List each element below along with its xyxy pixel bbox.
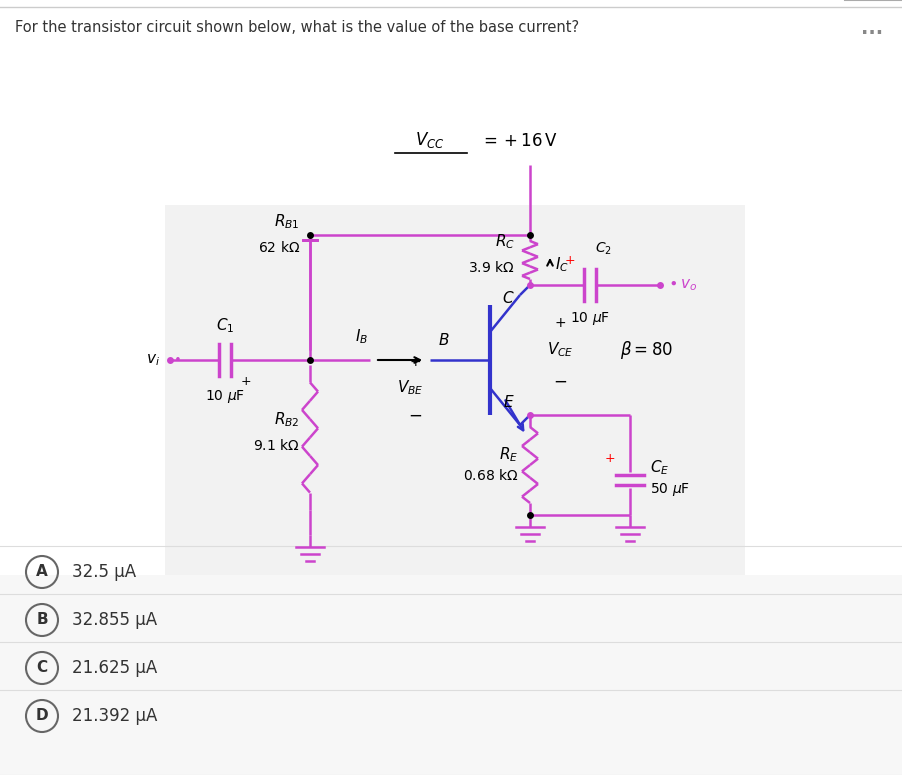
Text: $v_i$: $v_i$ bbox=[146, 352, 160, 368]
Text: $V_{CE}$: $V_{CE}$ bbox=[547, 341, 574, 360]
Text: $B$: $B$ bbox=[438, 332, 449, 348]
Text: $R_E$: $R_E$ bbox=[499, 446, 518, 464]
Text: $+$: $+$ bbox=[409, 356, 421, 370]
Text: $-$: $-$ bbox=[408, 405, 422, 423]
Text: For the transistor circuit shown below, what is the value of the base current?: For the transistor circuit shown below, … bbox=[15, 20, 579, 35]
Text: $+$: $+$ bbox=[565, 254, 575, 267]
Text: $+$: $+$ bbox=[554, 316, 566, 330]
Text: $V_{BE}$: $V_{BE}$ bbox=[397, 378, 423, 397]
Text: C: C bbox=[36, 660, 48, 676]
Text: A: A bbox=[36, 564, 48, 580]
Text: 21.392 μA: 21.392 μA bbox=[72, 707, 157, 725]
Text: 10 $\mu$F: 10 $\mu$F bbox=[205, 388, 245, 405]
Text: $R_{B2}$: $R_{B2}$ bbox=[274, 410, 300, 429]
Text: $C_1$: $C_1$ bbox=[216, 316, 235, 335]
Text: $= +16\,\mathrm{V}$: $= +16\,\mathrm{V}$ bbox=[480, 132, 558, 150]
Text: $R_{B1}$: $R_{B1}$ bbox=[274, 212, 300, 232]
Text: D: D bbox=[36, 708, 49, 724]
Text: ...: ... bbox=[861, 19, 883, 38]
Text: $C_E$: $C_E$ bbox=[650, 459, 669, 477]
Text: 62 k$\Omega$: 62 k$\Omega$ bbox=[258, 240, 300, 256]
Text: 0.68 k$\Omega$: 0.68 k$\Omega$ bbox=[463, 467, 518, 483]
Text: 9.1 k$\Omega$: 9.1 k$\Omega$ bbox=[253, 438, 300, 453]
Text: $E$: $E$ bbox=[503, 394, 515, 410]
Text: $R_C$: $R_C$ bbox=[495, 232, 515, 251]
Text: $+$: $+$ bbox=[240, 375, 252, 388]
Text: $-$: $-$ bbox=[553, 372, 567, 390]
Text: $I_C$: $I_C$ bbox=[555, 255, 569, 274]
FancyBboxPatch shape bbox=[0, 575, 902, 775]
Text: 32.5 μA: 32.5 μA bbox=[72, 563, 136, 581]
Text: B: B bbox=[36, 612, 48, 628]
Text: $C_2$: $C_2$ bbox=[595, 240, 612, 257]
Text: $\bullet$: $\bullet$ bbox=[173, 352, 180, 364]
Text: 3.9 k$\Omega$: 3.9 k$\Omega$ bbox=[468, 260, 515, 275]
Text: $V_{CC}$: $V_{CC}$ bbox=[415, 130, 445, 150]
Text: 32.855 μA: 32.855 μA bbox=[72, 611, 157, 629]
Text: $I_B$: $I_B$ bbox=[355, 327, 369, 346]
Text: 50 $\mu$F: 50 $\mu$F bbox=[650, 481, 690, 498]
FancyBboxPatch shape bbox=[165, 205, 745, 695]
Text: $+$: $+$ bbox=[604, 452, 616, 465]
Text: $\beta = 80$: $\beta = 80$ bbox=[620, 339, 673, 361]
Text: $C$: $C$ bbox=[502, 290, 515, 306]
Text: $\bullet\,v_o$: $\bullet\,v_o$ bbox=[668, 277, 697, 293]
Text: 21.625 μA: 21.625 μA bbox=[72, 659, 157, 677]
Text: 10 $\mu$F: 10 $\mu$F bbox=[570, 310, 610, 327]
